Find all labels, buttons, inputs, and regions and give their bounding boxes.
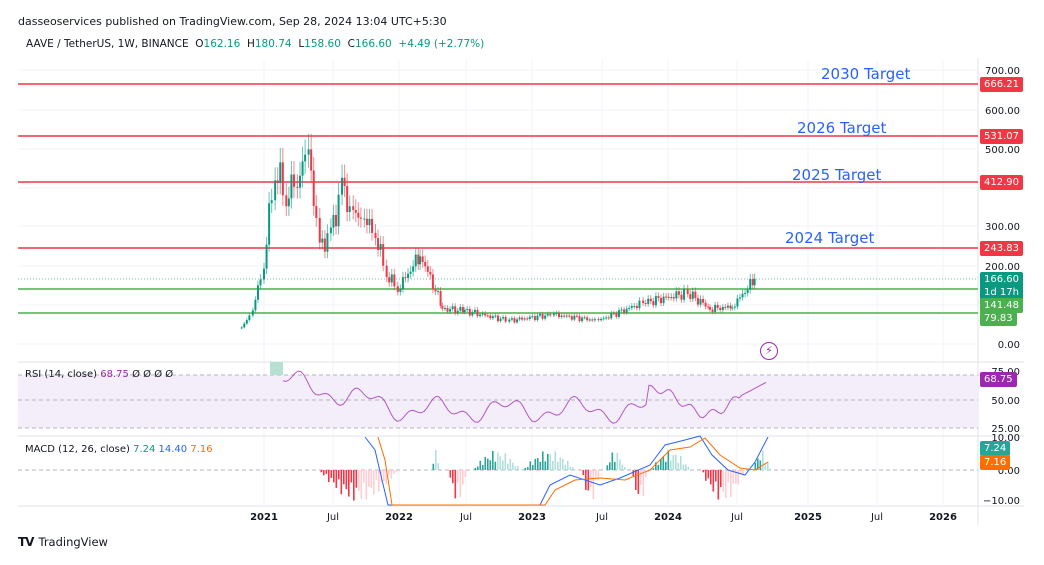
- candlesticks: [240, 133, 756, 330]
- target-label-2024[interactable]: 2024 Target: [785, 229, 875, 247]
- symbol-legend: AAVE / TetherUS, 1W, BINANCE O162.16 H18…: [26, 38, 484, 50]
- svg-text:10.00: 10.00: [991, 433, 1020, 444]
- svg-text:500.00: 500.00: [985, 145, 1020, 156]
- svg-text:2021: 2021: [250, 512, 278, 523]
- support-tag-79: 79.83: [980, 311, 1017, 326]
- target-label-2025[interactable]: 2025 Target: [792, 166, 882, 184]
- macd-hist-value: 7.24: [133, 444, 156, 455]
- svg-text:Jul: Jul: [595, 512, 608, 523]
- svg-text:Jul: Jul: [870, 512, 883, 523]
- brand-name: TradingView: [38, 535, 108, 549]
- rsi-overbought-fill: [270, 362, 283, 375]
- price-tag-243: 243.83: [980, 241, 1023, 256]
- svg-text:Jul: Jul: [459, 512, 472, 523]
- open-label: O: [195, 38, 204, 50]
- rsi-value: 68.75: [100, 369, 129, 380]
- high-value: 180.74: [254, 38, 292, 50]
- high-label: H: [246, 38, 255, 50]
- signal-value: 7.16: [190, 444, 213, 455]
- target-label-2030[interactable]: 2030 Target: [821, 65, 911, 83]
- svg-text:2026: 2026: [929, 512, 957, 523]
- tradingview-logo[interactable]: TV TradingView: [18, 535, 108, 549]
- price-tag-666: 666.21: [980, 77, 1023, 92]
- grid: [18, 60, 978, 505]
- pane-separators: [18, 58, 1024, 525]
- low-label: L: [298, 38, 305, 50]
- svg-text:2023: 2023: [518, 512, 546, 523]
- price-tag-412: 412.90: [980, 175, 1023, 190]
- svg-text:200.00: 200.00: [985, 262, 1020, 273]
- svg-text:0.00: 0.00: [998, 340, 1020, 351]
- macd-legend[interactable]: MACD (12, 26, close) 7.24 14.40 7.16: [25, 444, 213, 455]
- svg-text:300.00: 300.00: [985, 222, 1020, 233]
- target-label-2026[interactable]: 2026 Target: [797, 119, 887, 137]
- change-value: +4.49 (+2.77%): [398, 38, 485, 50]
- svg-text:50.00: 50.00: [991, 396, 1020, 407]
- current-price: 166.60: [984, 274, 1019, 285]
- support-lines: [18, 288, 978, 314]
- symbol-title[interactable]: AAVE / TetherUS, 1W, BINANCE: [26, 38, 189, 50]
- price-tag-531: 531.07: [980, 129, 1023, 144]
- lightning-icon[interactable]: ⚡: [760, 342, 778, 360]
- tv-logo-icon: TV: [18, 535, 35, 549]
- signal-line: [377, 436, 769, 506]
- macd-value: 14.40: [158, 444, 188, 455]
- publisher-info: dasseoservices published on TradingView.…: [18, 15, 447, 28]
- macd-line: [364, 435, 769, 506]
- rsi-value-tag: 68.75: [980, 372, 1017, 387]
- svg-text:0.00: 0.00: [998, 466, 1020, 477]
- svg-text:25.00: 25.00: [991, 424, 1020, 435]
- macd-title: MACD (12, 26, close): [25, 444, 130, 455]
- svg-text:Jul: Jul: [730, 512, 743, 523]
- svg-text:2024: 2024: [654, 512, 682, 523]
- time-axis: 2021 Jul 2022 Jul 2023 Jul 2024 Jul 2025…: [250, 512, 957, 523]
- low-value: 158.60: [304, 38, 341, 50]
- current-price-tag: 166.60 1d 17h: [980, 272, 1023, 300]
- close-label: C: [347, 38, 355, 50]
- svg-text:700.00: 700.00: [985, 66, 1020, 77]
- rsi-legend[interactable]: RSI (14, close) 68.75 Ø Ø Ø Ø: [25, 369, 173, 380]
- svg-text:2025: 2025: [794, 512, 822, 523]
- svg-text:2022: 2022: [385, 512, 413, 523]
- support-tag-141: 141.48: [980, 298, 1023, 313]
- svg-text:−10.00: −10.00: [983, 496, 1020, 507]
- bar-countdown: 1d 17h: [984, 287, 1019, 298]
- svg-text:600.00: 600.00: [985, 106, 1020, 117]
- target-lines: [18, 83, 978, 249]
- rsi-extras: Ø Ø Ø Ø: [132, 369, 174, 380]
- signal-value-tag: 7.16: [980, 455, 1011, 470]
- rsi-band: [18, 375, 978, 428]
- rsi-line: [282, 370, 767, 424]
- svg-text:Jul: Jul: [326, 512, 339, 523]
- close-value: 166.60: [354, 38, 392, 50]
- rsi-title: RSI (14, close): [25, 369, 98, 380]
- open-value: 162.16: [203, 38, 241, 50]
- macd-value-tag: 7.24: [980, 441, 1011, 456]
